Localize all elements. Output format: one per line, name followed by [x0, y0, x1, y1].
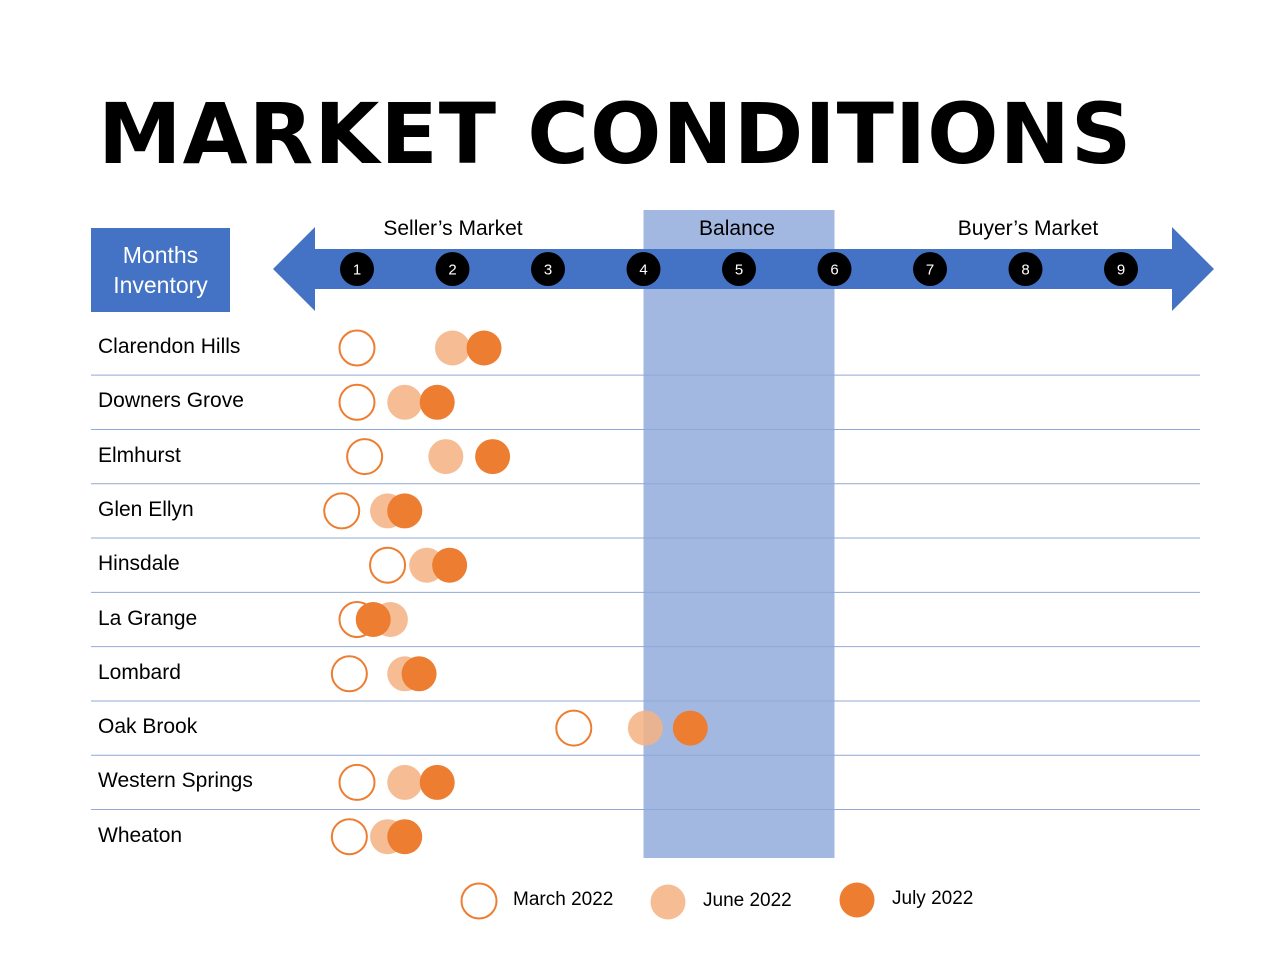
- data-point-june-2022: [387, 764, 423, 800]
- data-point-july-2022: [466, 330, 502, 366]
- data-point-march-2022: [338, 329, 376, 367]
- data-point-july-2022: [419, 764, 455, 800]
- row-label: Elmhurst: [98, 443, 181, 467]
- data-point-june-2022: [428, 439, 464, 475]
- tick-circle: [817, 252, 852, 286]
- legend-marker-march-2022: [460, 882, 498, 920]
- row-label: Hinsdale: [98, 552, 180, 576]
- tick-label: 8: [1021, 262, 1029, 279]
- data-point-june-2022: [627, 710, 663, 746]
- row-label: Downers Grove: [98, 389, 244, 413]
- tick-label: 2: [448, 262, 456, 279]
- tick-circle: [340, 252, 374, 286]
- data-point-july-2022: [401, 656, 437, 692]
- tick-label: 5: [735, 262, 743, 279]
- months-inventory-box: Months Inventory: [91, 228, 230, 312]
- tick-label: 4: [639, 262, 647, 279]
- row-label: La Grange: [98, 606, 198, 630]
- data-point-july-2022: [355, 602, 391, 637]
- data-point-july-2022: [432, 547, 468, 583]
- data-point-july-2022: [387, 493, 423, 529]
- tick-label: 7: [926, 262, 934, 279]
- months-inventory-label-line1: Months: [122, 242, 199, 268]
- legend-label: June 2022: [703, 890, 792, 911]
- tick-circle: [531, 252, 565, 286]
- row-label: Lombard: [98, 660, 181, 684]
- page-title: MARKET CONDITIONS: [98, 85, 1133, 183]
- data-point-july-2022: [475, 439, 511, 475]
- months-inventory-label-line2: Inventory: [113, 272, 208, 298]
- data-point-march-2022: [338, 763, 376, 801]
- data-point-july-2022: [387, 819, 423, 855]
- data-point-june-2022: [435, 330, 470, 366]
- legend-label: March 2022: [513, 889, 614, 910]
- balance-band: [643, 210, 835, 858]
- data-point-march-2022: [330, 655, 368, 693]
- tick-circle: [626, 252, 661, 286]
- zone-label: Balance: [699, 217, 775, 240]
- tick-label: 6: [830, 262, 838, 279]
- data-point-march-2022: [330, 818, 368, 856]
- row-label: Western Springs: [98, 769, 253, 793]
- data-point-march-2022: [555, 709, 593, 747]
- data-point-june-2022: [387, 384, 423, 420]
- tick-label: 1: [353, 262, 361, 279]
- legend-label: July 2022: [892, 888, 974, 909]
- tick-circle: [435, 252, 470, 286]
- tick-circle: [1008, 252, 1043, 286]
- data-point-march-2022: [369, 546, 407, 584]
- data-point-march-2022: [346, 438, 384, 476]
- legend-marker-june-2022: [650, 884, 686, 920]
- tick-circle: [722, 252, 756, 286]
- data-point-july-2022: [419, 384, 455, 420]
- row-label: Oak Brook: [98, 715, 198, 739]
- zone-label: Seller’s Market: [383, 217, 522, 240]
- tick-label: 3: [544, 262, 552, 279]
- tick-label: 9: [1117, 262, 1125, 279]
- tick-circle: [913, 252, 947, 286]
- data-point-july-2022: [672, 710, 708, 746]
- row-label: Wheaton: [98, 823, 183, 847]
- zone-label: Buyer’s Market: [958, 217, 1099, 240]
- row-label: Glen Ellyn: [98, 497, 194, 521]
- row-label: Clarendon Hills: [98, 335, 241, 358]
- data-point-march-2022: [338, 383, 376, 421]
- legend-marker-july-2022: [839, 882, 875, 918]
- tick-circle: [1104, 252, 1138, 286]
- data-point-march-2022: [323, 492, 361, 530]
